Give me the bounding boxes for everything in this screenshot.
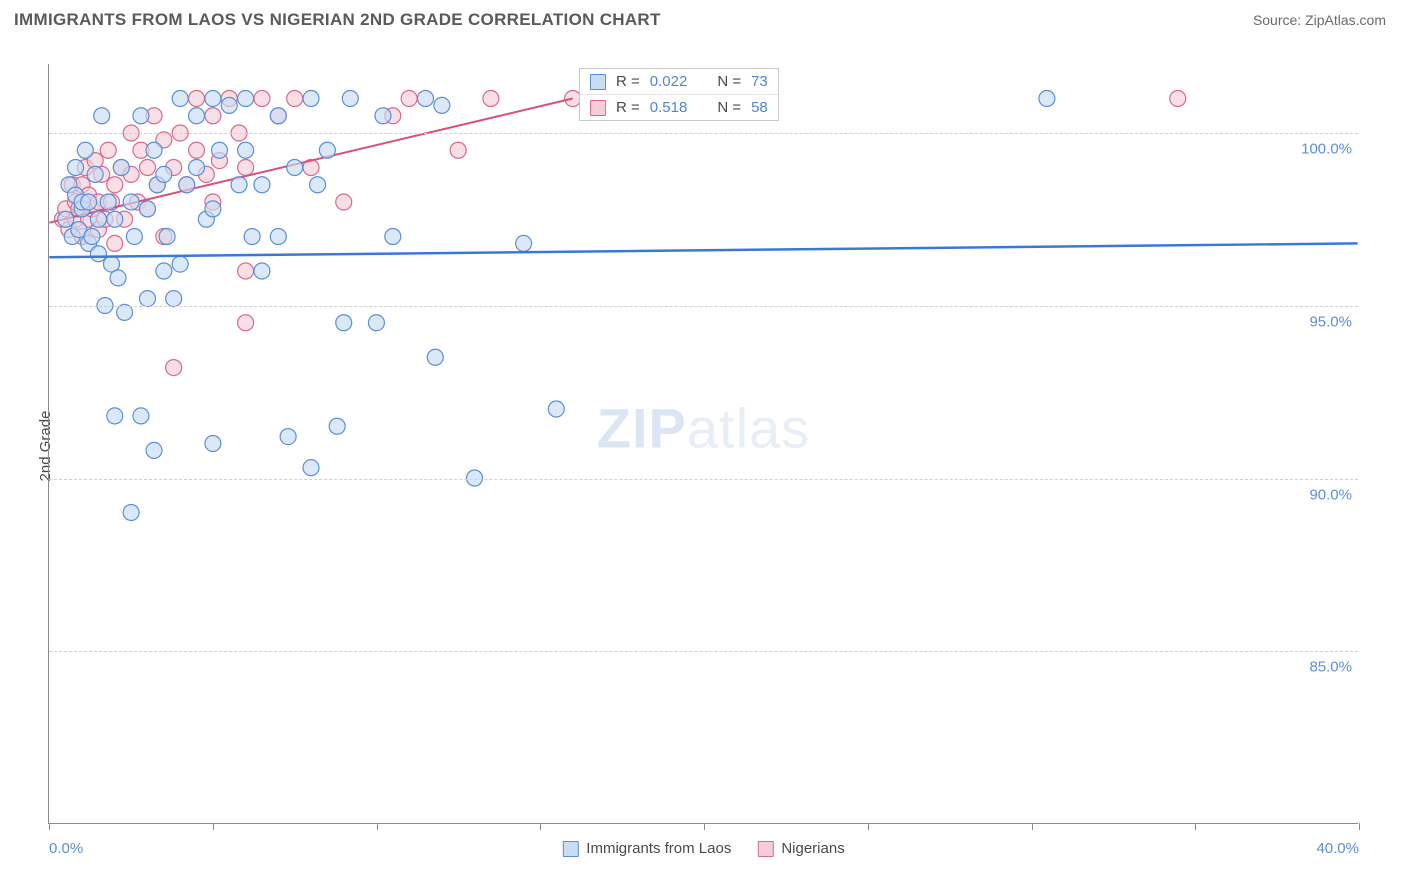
- watermark-bold: ZIP: [597, 397, 687, 460]
- watermark-rest: atlas: [687, 397, 810, 460]
- r-label: R =: [616, 73, 640, 90]
- y-tick-label: 85.0%: [1309, 659, 1352, 676]
- legend-item-laos: Immigrants from Laos: [562, 840, 731, 857]
- legend-label-nigerians: Nigerians: [781, 840, 844, 857]
- legend-bottom: Immigrants from Laos Nigerians: [562, 840, 844, 857]
- x-tick: [868, 823, 869, 830]
- chart-plot-area: ZIPatlas R = 0.022 N = 73 R = 0.518 N = …: [48, 64, 1358, 824]
- legend-stats-box: R = 0.022 N = 73 R = 0.518 N = 58: [579, 68, 779, 121]
- x-tick: [377, 823, 378, 830]
- grid-line: [49, 651, 1358, 652]
- x-tick: [540, 823, 541, 830]
- x-tick: [1359, 823, 1360, 830]
- n-label: N =: [717, 73, 741, 90]
- x-tick: [1032, 823, 1033, 830]
- legend-label-laos: Immigrants from Laos: [586, 840, 731, 857]
- swatch-laos: [590, 74, 606, 90]
- grid-line: [49, 133, 1358, 134]
- swatch-laos-bottom: [562, 841, 578, 857]
- legend-item-nigerians: Nigerians: [757, 840, 844, 857]
- n-value-nigerians: 58: [751, 99, 768, 116]
- grid-line: [49, 479, 1358, 480]
- x-tick-label: 40.0%: [1316, 840, 1359, 857]
- r-label: R =: [616, 99, 640, 116]
- x-tick: [213, 823, 214, 830]
- swatch-nigerians-bottom: [757, 841, 773, 857]
- legend-stats-row-laos: R = 0.022 N = 73: [580, 69, 778, 94]
- source-link[interactable]: ZipAtlas.com: [1305, 12, 1386, 28]
- y-tick-label: 90.0%: [1309, 486, 1352, 503]
- n-value-laos: 73: [751, 73, 768, 90]
- y-tick-label: 100.0%: [1301, 141, 1352, 158]
- legend-stats-row-nigerians: R = 0.518 N = 58: [580, 94, 778, 120]
- watermark: ZIPatlas: [597, 396, 810, 461]
- grid-line: [49, 306, 1358, 307]
- r-value-laos: 0.022: [650, 73, 688, 90]
- chart-title: IMMIGRANTS FROM LAOS VS NIGERIAN 2ND GRA…: [14, 10, 661, 30]
- r-value-nigerians: 0.518: [650, 99, 688, 116]
- y-tick-label: 95.0%: [1309, 313, 1352, 330]
- x-tick: [49, 823, 50, 830]
- source-attrib: Source: ZipAtlas.com: [1253, 12, 1386, 28]
- x-tick: [1195, 823, 1196, 830]
- n-label: N =: [717, 99, 741, 116]
- source-prefix: Source:: [1253, 12, 1305, 28]
- swatch-nigerians: [590, 100, 606, 116]
- x-tick-label: 0.0%: [49, 840, 83, 857]
- x-tick: [704, 823, 705, 830]
